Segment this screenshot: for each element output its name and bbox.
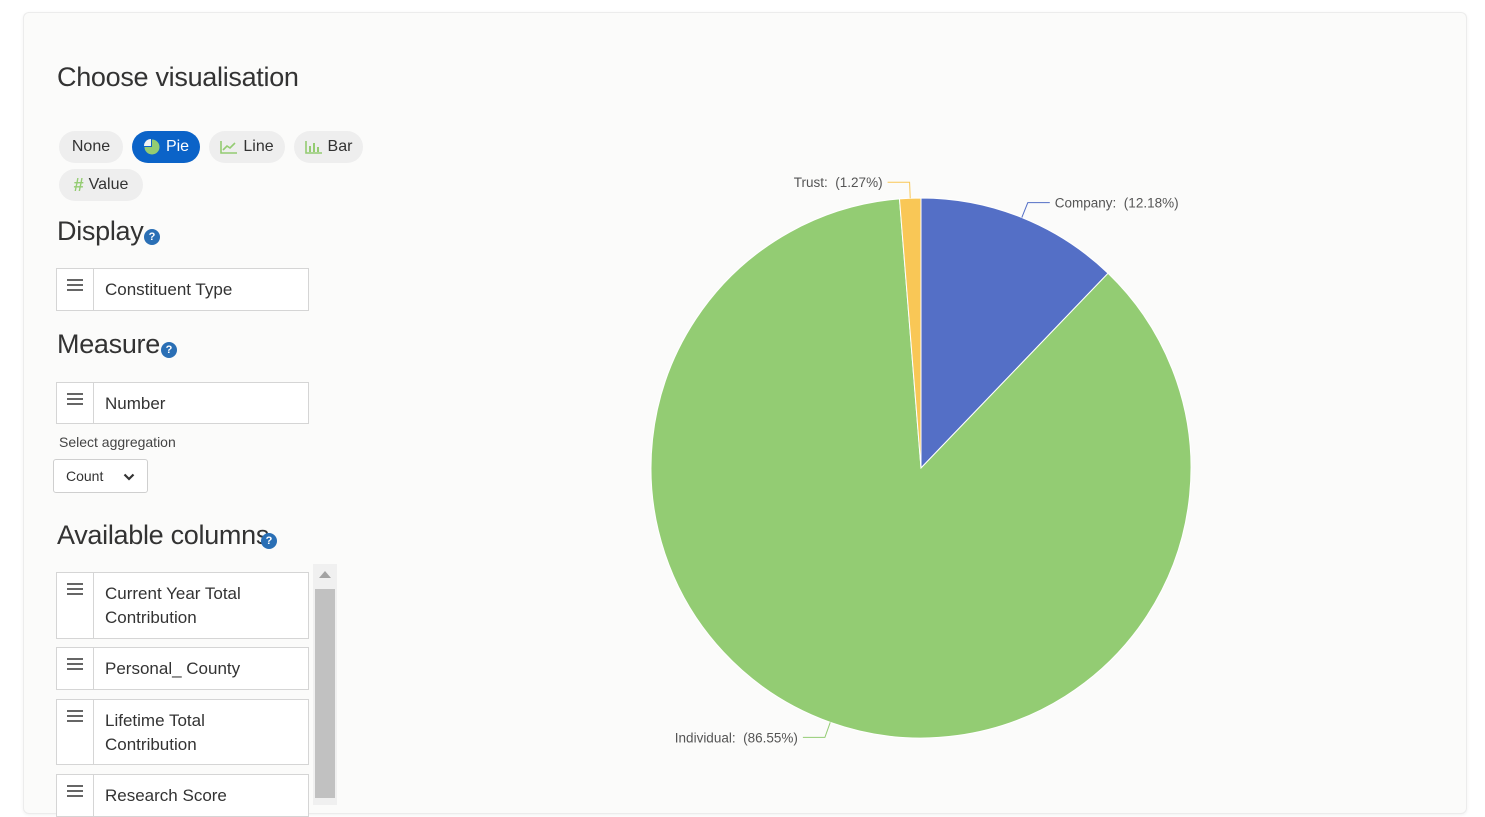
chip-none[interactable]: None	[59, 131, 123, 163]
bar-chart-icon	[304, 140, 323, 154]
drag-handle-icon[interactable]	[57, 700, 94, 764]
aggregation-value: Count	[66, 468, 104, 484]
drag-handle-icon[interactable]	[57, 269, 94, 310]
chip-value-label: Value	[88, 176, 129, 193]
chip-pie-label: Pie	[165, 138, 190, 155]
pie-label-trust: Trust: (1.27%)	[794, 175, 883, 190]
pie-label-line-individual	[802, 722, 831, 738]
measure-field-label: Number	[105, 394, 166, 413]
scrollbar-thumb[interactable]	[315, 589, 335, 798]
pie-slice-individual[interactable]	[650, 198, 1192, 739]
drag-handle-icon[interactable]	[57, 648, 94, 689]
columns-scrollbar[interactable]	[313, 564, 337, 805]
display-field[interactable]: Constituent Type	[56, 268, 309, 311]
chip-line[interactable]: Line	[209, 131, 285, 163]
column-item-label: Current Year Total Contribution	[105, 584, 241, 627]
pie-chart-icon	[143, 138, 161, 156]
drag-handle-icon[interactable]	[57, 383, 94, 423]
pie-label-company: Company: (12.18%)	[1055, 196, 1179, 211]
column-item-label: Personal_ County	[105, 659, 241, 678]
column-item[interactable]: Lifetime Total Contribution	[56, 699, 309, 765]
pie-label-line-company	[1021, 202, 1050, 218]
aggregation-label: Select aggregation	[59, 434, 176, 450]
drag-handle-icon[interactable]	[57, 573, 94, 638]
column-item-label: Research Score	[105, 786, 227, 805]
display-field-label: Constituent Type	[105, 280, 233, 299]
display-help-icon[interactable]: ?	[144, 229, 160, 245]
display-title: Display	[57, 216, 144, 246]
measure-field[interactable]: Number	[56, 382, 309, 424]
chip-none-label: None	[71, 138, 111, 155]
pie-chart: Company: (12.18%) Individual: (86.55%) Tru…	[650, 175, 1192, 745]
chip-line-label: Line	[243, 138, 274, 155]
chip-value[interactable]: # Value	[59, 169, 143, 201]
chip-pie[interactable]: Pie	[132, 131, 200, 163]
drag-handle-icon[interactable]	[57, 775, 94, 816]
chevron-down-icon	[123, 468, 135, 484]
pie-slice-trust[interactable]	[898, 197, 922, 469]
scroll-up-arrow-icon[interactable]	[319, 571, 331, 578]
hash-icon: #	[73, 174, 84, 195]
column-item[interactable]: Current Year Total Contribution	[56, 572, 309, 639]
line-chart-icon	[220, 140, 238, 154]
chip-bar-label: Bar	[327, 138, 353, 155]
available-columns-title: Available columns	[57, 520, 270, 550]
aggregation-select[interactable]: Count	[53, 459, 148, 493]
measure-title: Measure	[57, 329, 160, 359]
available-columns-help-icon[interactable]: ?	[261, 533, 277, 549]
pie-label-line-trust	[887, 181, 911, 199]
measure-help-icon[interactable]: ?	[161, 342, 177, 358]
chip-bar[interactable]: Bar	[294, 131, 363, 163]
pie-label-individual: Individual: (86.55%)	[675, 730, 798, 745]
choose-visualisation-title: Choose visualisation	[57, 62, 299, 92]
column-item[interactable]: Personal_ County	[56, 647, 309, 690]
column-item[interactable]: Research Score	[56, 774, 309, 817]
column-item-label: Lifetime Total Contribution	[105, 711, 205, 754]
